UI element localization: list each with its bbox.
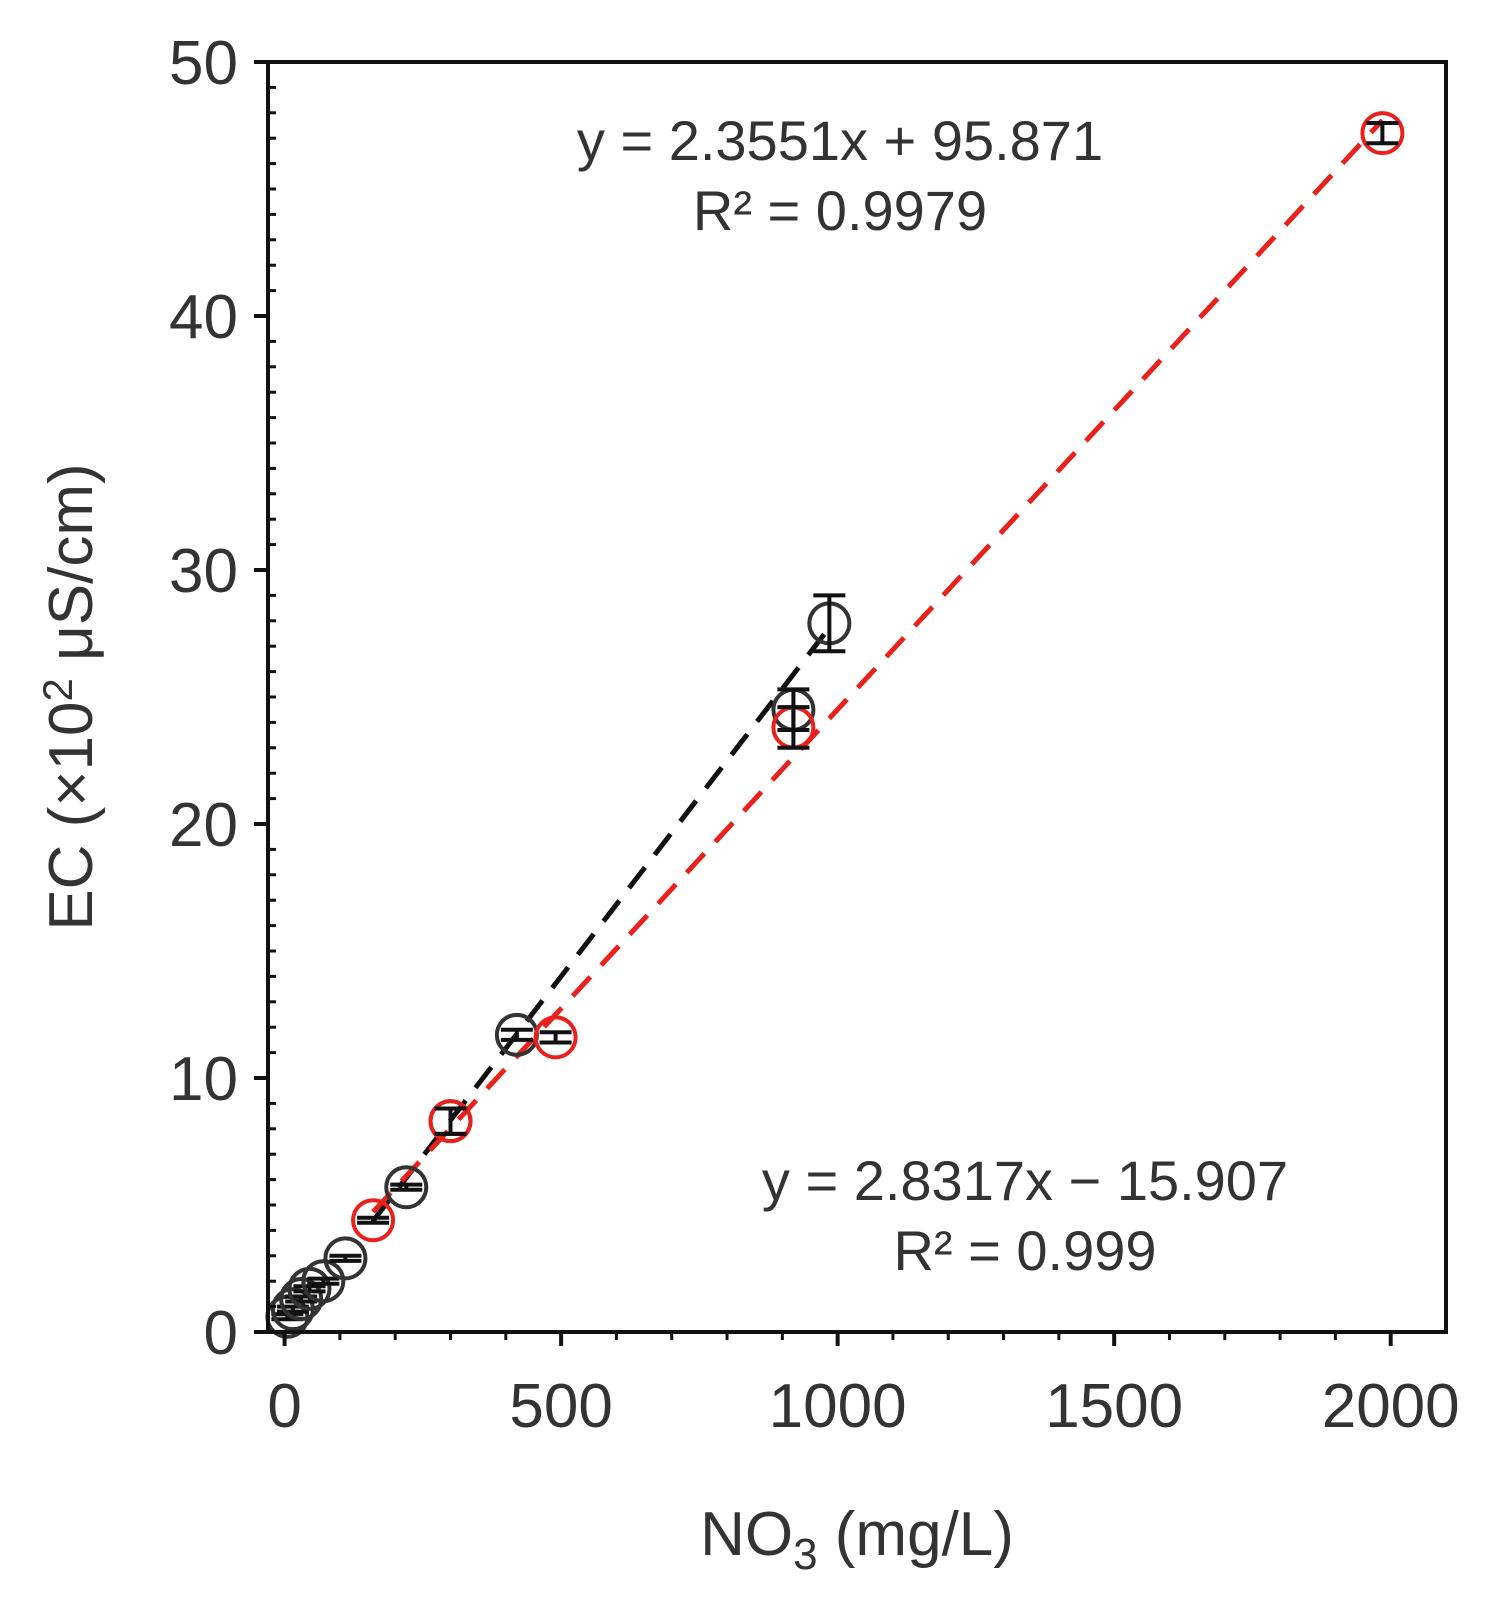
marker: [323, 1236, 368, 1281]
x-tick-label: 1500: [1045, 1372, 1183, 1441]
data-point-red: [428, 1099, 473, 1144]
y-tick-label: 0: [204, 1299, 238, 1368]
annotation-red-r2: R² = 0.9979: [693, 179, 987, 242]
marker: [301, 1259, 346, 1304]
marker: [279, 1276, 324, 1321]
data-point-black: [323, 1236, 368, 1281]
annotation-red-equation: y = 2.3551x + 95.871: [577, 109, 1103, 172]
marker: [384, 1165, 429, 1210]
y-tick-label: 50: [169, 29, 238, 98]
annotation-black-r2: R² = 0.999: [893, 1219, 1156, 1282]
data-point-red: [351, 1198, 396, 1243]
trendlines: [371, 118, 1385, 1223]
annotation-black-equation: y = 2.8317x − 15.907: [762, 1149, 1288, 1212]
y-tick-label: 30: [169, 537, 238, 606]
data-point-red: [533, 1015, 578, 1060]
y-axis-ticks: 0 10 20 30 40 50: [169, 29, 276, 1368]
data-points: [265, 111, 1405, 1339]
x-tick-label: 1000: [769, 1372, 907, 1441]
data-point-red: [1360, 111, 1405, 156]
y-tick-label: 40: [169, 283, 238, 352]
y-tick-label: 20: [169, 791, 238, 860]
marker: [428, 1099, 473, 1144]
data-point-black: [494, 1012, 539, 1057]
y-tick-label: 10: [169, 1045, 238, 1114]
trendline-red: [371, 118, 1385, 1214]
data-point-red: [771, 705, 816, 750]
y-axis-label: EC (×102 μS/cm): [34, 463, 106, 930]
marker: [1360, 111, 1405, 156]
x-axis-ticks: 0 500 1000 1500 2000: [267, 1332, 1460, 1441]
data-point-black: [384, 1165, 429, 1210]
x-tick-label: 0: [267, 1372, 301, 1441]
x-tick-label: 500: [509, 1372, 612, 1441]
data-point-black: [807, 593, 852, 654]
marker: [351, 1198, 396, 1243]
marker: [533, 1015, 578, 1060]
x-axis-label: NO3 (mg/L): [700, 1500, 1014, 1579]
x-tick-label: 2000: [1322, 1372, 1460, 1441]
data-point-black: [301, 1259, 346, 1304]
